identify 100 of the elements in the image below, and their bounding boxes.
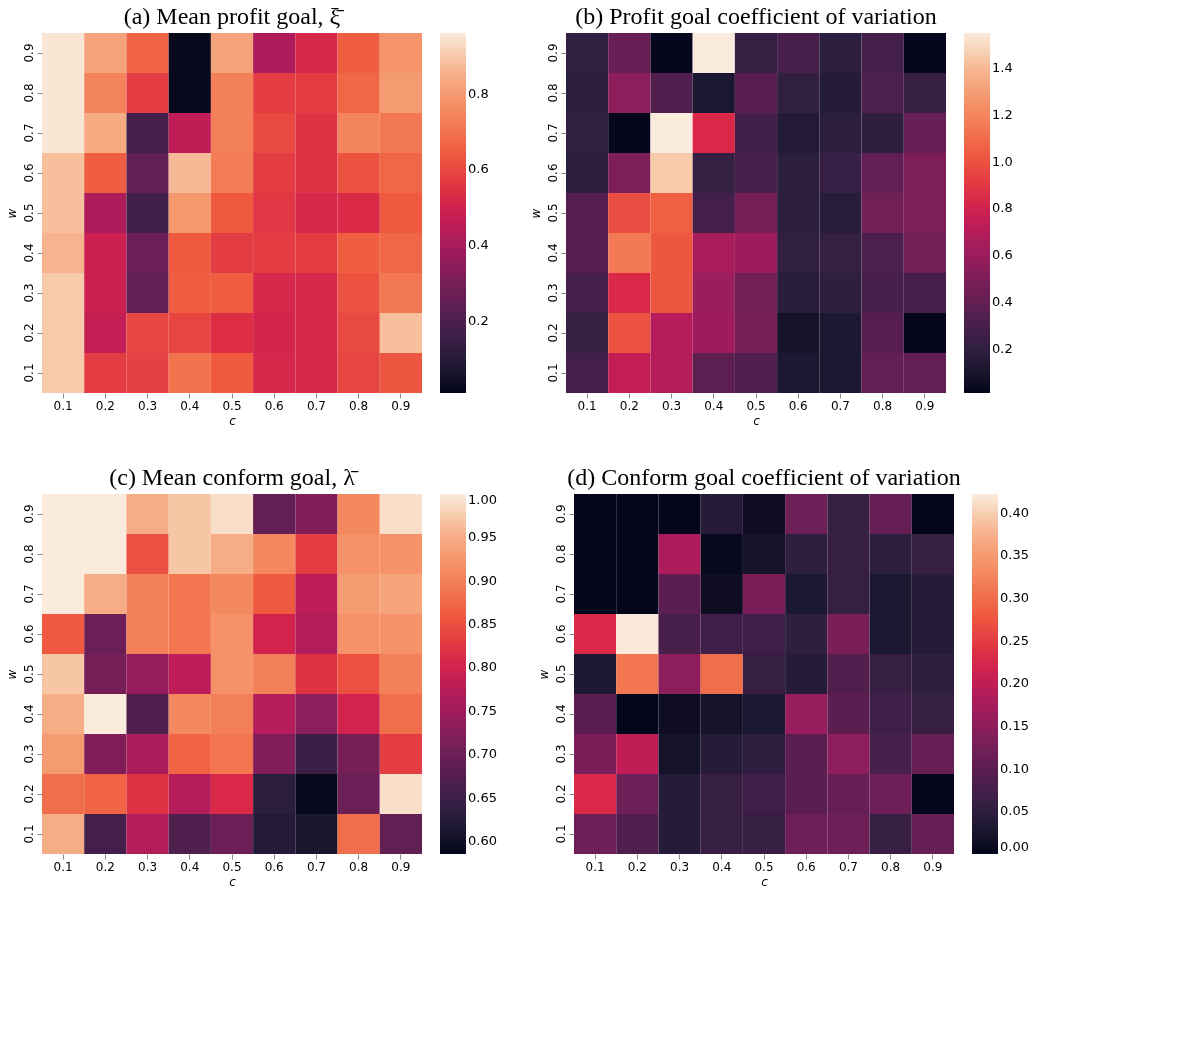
x-tick-label: 0.8 [349,859,369,874]
x-tick-label: 0.5 [222,398,242,413]
color-bar-label: 0.70 [468,746,497,762]
y-tick-label: 0.5 [553,664,568,684]
y-tick-label: 0.3 [545,283,560,303]
x-tick-label: 0.2 [95,859,115,874]
x-tick-label: 0.5 [222,859,242,874]
x-tick-label: 0.9 [915,398,935,413]
color-bar-label: 0.65 [468,789,497,805]
x-tick-label: 0.3 [670,859,690,874]
y-tick-label: 0.3 [553,744,568,764]
y-tick-label: 0.7 [21,123,36,143]
color-bar-label: 0.35 [1000,547,1029,563]
x-axis-title: c [229,874,237,889]
y-tick-label: 0.3 [21,283,36,303]
y-tick-label: 0.8 [21,544,36,564]
y-tick-label: 0.4 [21,243,36,263]
y-tick-label: 0.6 [553,624,568,644]
color-bar-label: 0.85 [468,616,497,632]
y-axis-title: w [528,208,543,219]
y-tick-label: 0.4 [553,704,568,724]
x-tick-label: 0.4 [180,859,200,874]
y-tick-label: 0.6 [21,624,36,644]
x-tick-label: 0.1 [53,398,73,413]
color-bar-label: 0.75 [468,702,497,718]
y-tick-label: 0.9 [553,504,568,524]
color-bar-label: 1.0 [992,153,1013,169]
x-tick-label: 0.3 [138,859,158,874]
color-bar-label: 0.25 [1000,632,1029,648]
y-tick-label: 0.9 [21,43,36,63]
y-tick-label: 0.5 [21,203,36,223]
color-bar-label: 1.00 [468,492,497,507]
x-tick-label: 0.1 [53,859,73,874]
y-tick-label: 0.6 [545,163,560,183]
x-tick-label: 0.4 [704,398,724,413]
x-tick-label: 0.8 [873,398,893,413]
y-tick-label: 0.7 [545,123,560,143]
color-bar-label: 0.10 [1000,760,1029,776]
x-tick-label: 0.7 [306,859,326,874]
y-tick-label: 0.9 [545,43,560,63]
x-tick-label: 0.7 [306,398,326,413]
y-tick-label: 0.7 [21,584,36,604]
x-tick-label: 0.4 [180,398,200,413]
color-bar-label: 0.6 [992,247,1013,263]
y-axis-title: w [4,669,19,680]
x-tick-label: 0.6 [788,398,808,413]
x-tick-label: 0.8 [881,859,901,874]
y-tick-label: 0.4 [545,243,560,263]
x-tick-label: 0.9 [391,859,411,874]
y-tick-label: 0.3 [21,744,36,764]
x-axis-title: c [753,413,761,428]
x-tick-label: 0.7 [838,859,858,874]
color-bar-label: 0.05 [1000,803,1029,819]
y-tick-label: 0.2 [553,784,568,804]
y-tick-label: 0.1 [21,824,36,844]
color-bar-label: 0.20 [1000,675,1029,691]
color-bar-label: 1.2 [992,106,1013,122]
x-tick-label: 0.2 [627,859,647,874]
y-tick-label: 0.7 [553,584,568,604]
x-tick-label: 0.3 [138,398,158,413]
color-bar-label: 0.80 [468,659,497,675]
color-bar-label: 0.2 [992,340,1013,356]
x-tick-label: 0.5 [754,859,774,874]
y-tick-label: 0.6 [21,163,36,183]
color-bar-label: 0.30 [1000,590,1029,606]
color-bar-label: 0.4 [992,293,1013,309]
y-tick-label: 0.1 [545,363,560,383]
y-tick-label: 0.2 [21,784,36,804]
color-bar-label: 1.4 [992,60,1013,76]
x-tick-label: 0.5 [746,398,766,413]
color-bar-label: 0.2 [468,313,489,328]
color-bar-label: 0.40 [1000,504,1029,520]
x-tick-label: 0.7 [830,398,850,413]
color-bar-label: 0.4 [468,237,489,253]
y-tick-label: 0.9 [21,504,36,524]
y-tick-label: 0.5 [545,203,560,223]
x-tick-label: 0.9 [923,859,943,874]
x-tick-label: 0.4 [712,859,732,874]
color-bar-label: 0.60 [468,832,497,848]
color-bar-label: 0.90 [468,572,497,588]
x-tick-label: 0.8 [349,398,369,413]
x-tick-label: 0.1 [577,398,597,413]
color-bar-label: 0.6 [468,161,489,177]
y-tick-label: 0.2 [21,323,36,343]
chart-title: (b) Profit goal coefficient of variation [575,3,937,29]
y-tick-label: 0.8 [553,544,568,564]
x-tick-label: 0.2 [619,398,639,413]
x-tick-label: 0.6 [264,859,284,874]
x-tick-label: 0.6 [264,398,284,413]
x-axis-title: c [229,413,237,428]
y-tick-label: 0.4 [21,704,36,724]
color-bar-label: 0.8 [468,85,489,101]
y-tick-label: 0.5 [21,664,36,684]
x-tick-label: 0.9 [391,398,411,413]
y-tick-label: 0.1 [21,363,36,383]
x-tick-label: 0.1 [585,859,605,874]
chart-title: (a) Mean profit goal, ξ̄ [123,3,345,29]
y-axis-title: w [4,208,19,219]
x-axis-title: c [761,874,769,889]
color-bar-label: 0.00 [1000,839,1029,854]
